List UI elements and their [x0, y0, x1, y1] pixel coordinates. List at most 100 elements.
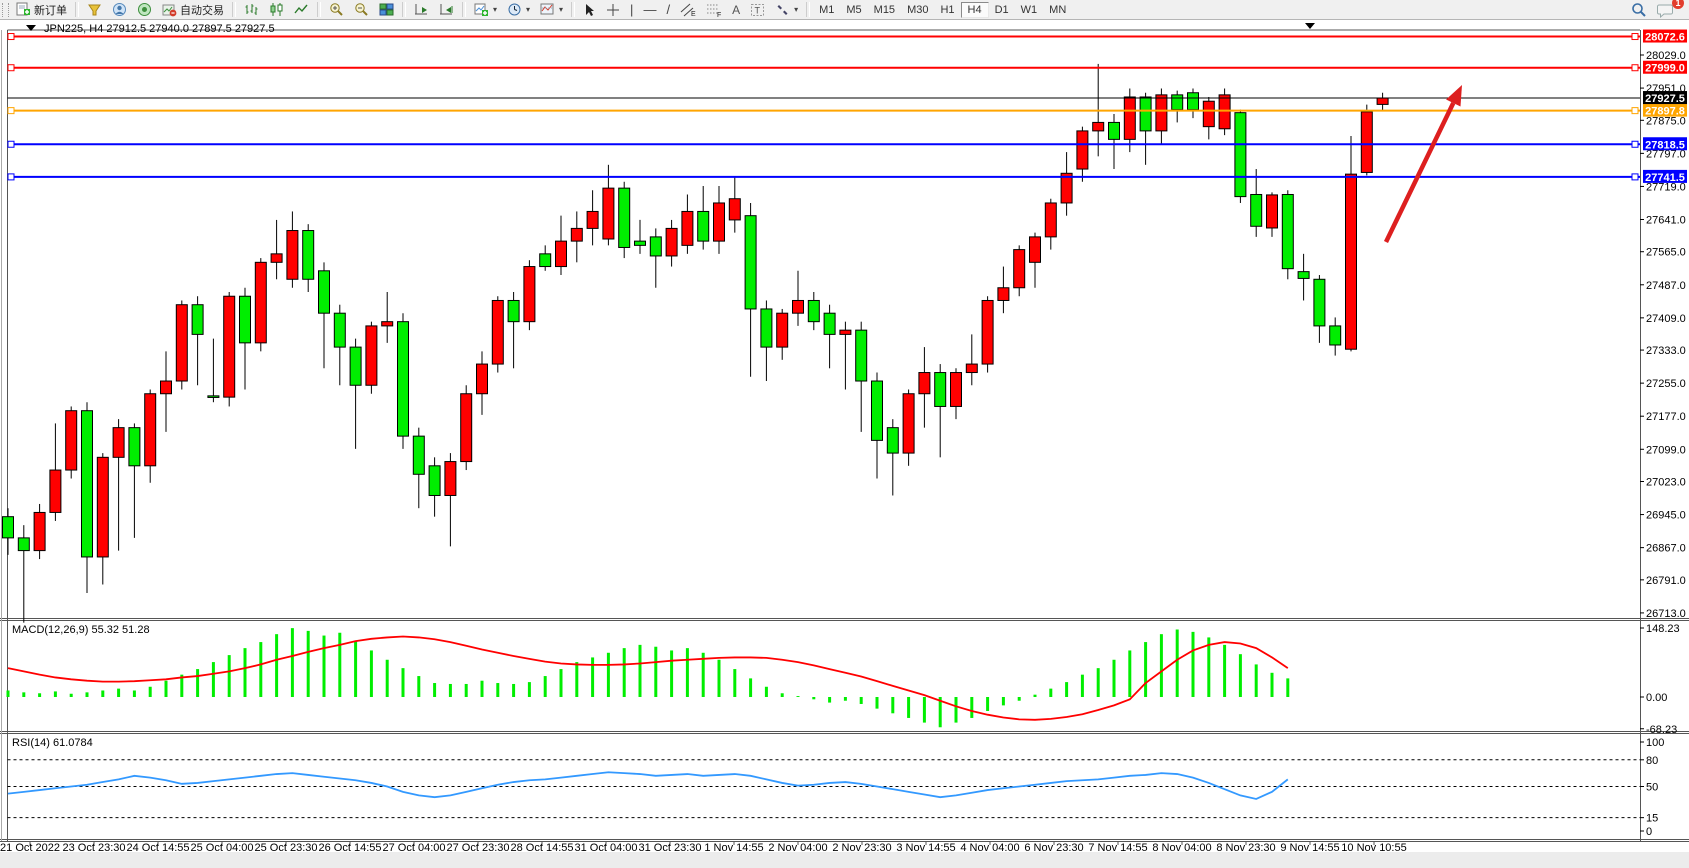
- candle-body: [1029, 236, 1041, 263]
- label-tool-button[interactable]: T: [745, 0, 770, 20]
- candle-body: [397, 321, 409, 437]
- chevron-down-icon: ▾: [526, 5, 531, 14]
- cursor-tool-button[interactable]: [578, 0, 601, 20]
- candle-body: [412, 435, 425, 475]
- line-chart-button[interactable]: [289, 0, 314, 20]
- hline-handle[interactable]: [7, 173, 15, 181]
- hline-handle[interactable]: [1631, 64, 1639, 72]
- timeframe-button-m5[interactable]: M5: [846, 3, 862, 16]
- chart-shift-button[interactable]: [434, 0, 459, 20]
- tile-windows-button[interactable]: [374, 0, 399, 20]
- candle-body: [586, 210, 599, 229]
- candle-body: [681, 210, 694, 246]
- hline-handle[interactable]: [7, 64, 15, 72]
- chat-badge: 1: [1672, 0, 1684, 9]
- svg-text:27818.5: 27818.5: [1645, 139, 1685, 151]
- timeframe-button-h1[interactable]: H1: [940, 3, 955, 16]
- timeframe-button-d1[interactable]: D1: [994, 3, 1009, 16]
- trendline-tool-button[interactable]: /: [666, 2, 671, 17]
- timeframe-button-m30[interactable]: M30: [907, 3, 929, 16]
- candle-body: [1013, 249, 1026, 289]
- hline-handle[interactable]: [1631, 33, 1639, 41]
- toolbar: 新订单 自动交易: [0, 0, 1689, 20]
- candle-body: [649, 236, 662, 257]
- svg-text:27177.0: 27177.0: [1646, 411, 1686, 423]
- hline-handle[interactable]: [7, 33, 15, 41]
- chat-button[interactable]: 1: [1652, 0, 1684, 20]
- timeframe-button-w1[interactable]: W1: [1020, 3, 1038, 16]
- price-badge: [1643, 60, 1687, 74]
- chart-window: 28029.0 27951.0 27875.0 27797.0 27719.0 27641…: [0, 19, 1689, 863]
- timeframe-button-m1[interactable]: M1: [819, 3, 835, 16]
- templates-button[interactable]: ▾: [535, 0, 568, 20]
- hline-handle[interactable]: [1631, 140, 1639, 148]
- text-tool-button[interactable]: A: [732, 2, 741, 17]
- channel-tool-button[interactable]: E: [675, 0, 701, 20]
- candle-body: [112, 427, 125, 458]
- candle-body: [381, 321, 394, 327]
- horizontal-line-tool-button[interactable]: —: [643, 2, 657, 17]
- fibonacci-tool-button[interactable]: F: [701, 0, 727, 20]
- time-axis-label: 27 Oct 04:00: [383, 842, 446, 854]
- candle-body: [871, 380, 883, 441]
- candle-body: [81, 410, 93, 558]
- hline-handle[interactable]: [1631, 107, 1639, 115]
- candle-body: [160, 380, 172, 395]
- svg-text:E: E: [691, 11, 696, 17]
- toolbar-grip[interactable]: [2, 2, 9, 17]
- svg-text:15: 15: [1646, 813, 1658, 825]
- autotrading-button[interactable]: 自动交易: [157, 0, 229, 20]
- timeframe-button-mn[interactable]: MN: [1049, 3, 1067, 16]
- svg-text:-68.23: -68.23: [1646, 724, 1677, 736]
- auto-scroll-button[interactable]: [409, 0, 434, 20]
- zoom-in-button[interactable]: [324, 0, 349, 20]
- time-axis-label: 8 Nov 23:30: [1216, 842, 1275, 854]
- styles-button[interactable]: [82, 0, 107, 20]
- candle-body: [1108, 121, 1120, 140]
- hline-handle[interactable]: [7, 140, 15, 148]
- candle-body: [65, 410, 78, 471]
- candle-body: [839, 329, 852, 335]
- candle-body: [128, 427, 141, 467]
- candle-body: [1155, 94, 1168, 132]
- trend-arrow[interactable]: [1383, 102, 1456, 243]
- candle-body: [1187, 92, 1199, 111]
- vertical-line-tool-button[interactable]: |: [630, 2, 634, 17]
- candle-body: [602, 187, 615, 240]
- rsi-line: [7, 771, 1289, 800]
- trend-arrow-head[interactable]: [1446, 85, 1462, 107]
- current-price-badge: [1643, 91, 1687, 105]
- bar-chart-button[interactable]: [239, 0, 264, 20]
- hline-handle[interactable]: [1631, 173, 1639, 181]
- new-chart-button[interactable]: ▾: [469, 0, 502, 20]
- chart-shift-marker[interactable]: [1305, 23, 1315, 29]
- candle-body: [17, 537, 30, 552]
- symbol-dropdown-icon[interactable]: [26, 25, 36, 31]
- arrows-tool-button[interactable]: ▾: [770, 0, 803, 20]
- zoom-in-icon: [330, 3, 343, 16]
- svg-text:27875.0: 27875.0: [1646, 115, 1686, 127]
- candlestick-chart-button[interactable]: [264, 0, 289, 20]
- profile-button[interactable]: [107, 0, 132, 20]
- chart-canvas[interactable]: 28029.027951.027875.027797.027719.027641…: [0, 19, 1689, 863]
- candle-body: [1123, 96, 1136, 140]
- candle-body: [144, 393, 157, 467]
- candle-body: [175, 304, 188, 382]
- fibonacci-icon: F: [707, 4, 721, 17]
- toolbar-separator: [806, 2, 811, 17]
- hline-handle[interactable]: [7, 107, 15, 115]
- timeframe-button-h4[interactable]: H4: [960, 1, 989, 18]
- new-order-label: 新订单: [34, 4, 67, 17]
- community-button[interactable]: [132, 0, 157, 20]
- candle-body: [2, 516, 14, 539]
- candle-body: [1171, 94, 1184, 111]
- timeframe-button-m15[interactable]: M15: [873, 3, 896, 16]
- candle-body: [1218, 94, 1231, 130]
- svg-text:27333.0: 27333.0: [1646, 345, 1686, 357]
- zoom-out-button[interactable]: [349, 0, 374, 20]
- search-button[interactable]: [1626, 0, 1652, 20]
- new-order-button[interactable]: 新订单: [11, 0, 72, 20]
- crosshair-tool-button[interactable]: [601, 0, 625, 20]
- periods-button[interactable]: ▾: [502, 0, 535, 20]
- candle-body: [665, 227, 678, 257]
